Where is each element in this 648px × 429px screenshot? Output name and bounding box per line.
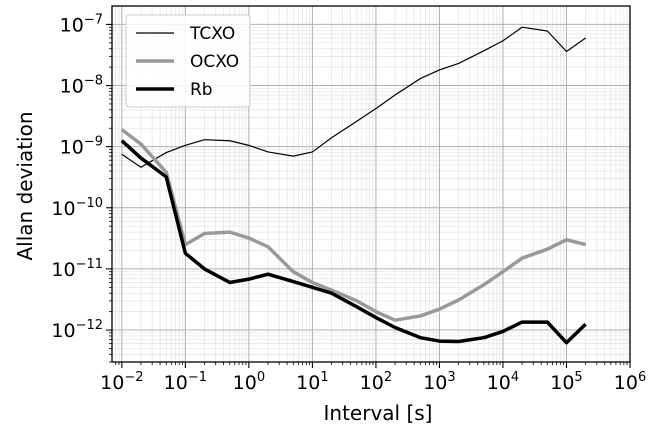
plot-frame [111, 5, 631, 363]
y-tick-label: 10−12 [51, 318, 103, 342]
x-tick-label: 105 [550, 370, 582, 394]
x-tick-label: 103 [423, 370, 455, 394]
y-tick-label: 10−8 [60, 74, 103, 98]
series-lines [120, 26, 587, 345]
series-line-ocxo [120, 128, 587, 322]
legend: TCXO OCXO Rb [125, 14, 251, 108]
legend-box [125, 14, 251, 108]
y-tick-label: 10−10 [51, 196, 103, 220]
y-axis-title: Allan deviation [13, 111, 37, 260]
major-grid [112, 6, 631, 362]
y-tick-label: 10−7 [60, 12, 103, 36]
legend-label-ocxo: OCXO [190, 52, 239, 72]
axis-tick-labels: 10−2 10−1 100 101 102 103 104 105 106 10−12 10−11 1… [51, 12, 646, 394]
legend-label-rb: Rb [190, 80, 213, 100]
x-tick-label: 106 [614, 370, 646, 394]
axis-ticks [106, 23, 631, 368]
x-tick-label: 102 [360, 370, 392, 394]
series-line-rb [120, 139, 587, 345]
x-tick-label: 104 [487, 370, 519, 394]
x-axis-title: Interval [s] [324, 401, 433, 425]
x-tick-label: 100 [233, 370, 265, 394]
series-line-tcxo [121, 26, 586, 168]
y-tick-label: 10−11 [51, 257, 103, 281]
legend-label-tcxo: TCXO [189, 24, 235, 44]
x-tick-label: 10−2 [100, 370, 143, 394]
x-tick-label: 10−1 [164, 370, 207, 394]
x-tick-label: 101 [296, 370, 328, 394]
y-tick-label: 10−9 [60, 135, 103, 159]
